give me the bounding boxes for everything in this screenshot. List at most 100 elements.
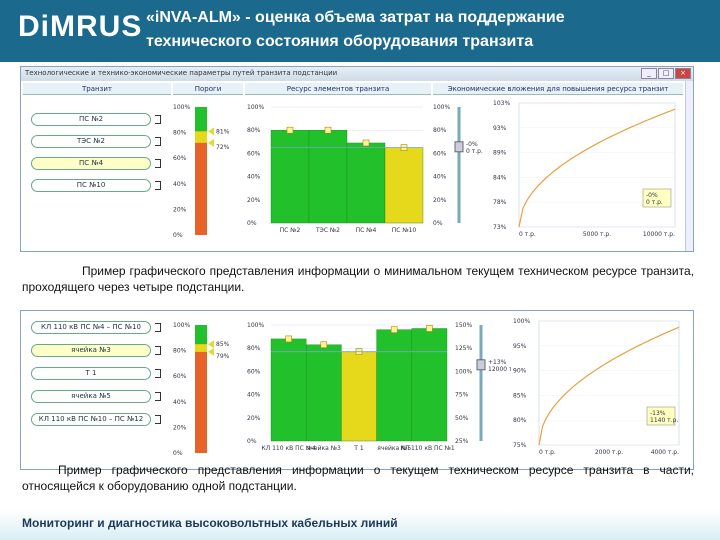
slider-tick-label: 25% — [455, 438, 469, 445]
resource-category-label: ПС №2 — [280, 227, 301, 234]
resource-point — [320, 341, 328, 349]
resource-bar — [306, 344, 342, 442]
threshold-value-label: 79% — [216, 353, 230, 360]
transit-item[interactable]: ПС №4 — [31, 157, 151, 170]
resource-tick-label: 80% — [247, 127, 261, 134]
threshold-yellow-zone — [195, 344, 207, 352]
econ-curve-chart: 100% 95% 90% 85% 80% 75% 0 т.р. 2000 т.р. 4000 т… — [513, 318, 680, 456]
resource-chart: 100%80%60%40%20%0%КЛ 110 кВ ПС №4ячейка … — [247, 322, 455, 452]
resource-bar — [384, 147, 424, 224]
transit-item[interactable]: КЛ 110 кВ ПС №10 – ПС №12 — [31, 413, 151, 426]
resource-tick-label: 60% — [247, 150, 261, 157]
threshold-marker-icon — [208, 127, 214, 136]
connector-icon — [155, 346, 161, 355]
slider-tick-label: 60% — [433, 150, 447, 157]
econ-y-tick-label: 90% — [513, 368, 527, 375]
close-button[interactable]: × — [675, 68, 691, 79]
connector-icon — [155, 159, 161, 168]
slider-cost-label: 0 т.р. — [466, 148, 483, 155]
econ-y-tick-label: 75% — [513, 442, 527, 449]
econ-y-tick-label: 95% — [513, 343, 527, 350]
slider-tick-label: 150% — [455, 322, 472, 329]
resource-tick-label: 0% — [247, 220, 257, 227]
connector-icon — [155, 115, 161, 124]
slider-cost-label: 12000 т.р. — [488, 366, 511, 373]
resource-bar — [270, 130, 310, 224]
econ-plot-area — [538, 320, 680, 446]
slider-tick-label: 100% — [455, 368, 472, 375]
econ-note: -13%1140 т.р. — [646, 406, 678, 426]
connector-icon — [155, 181, 161, 190]
logo: DiMRUS — [18, 10, 143, 43]
threshold-tick-label: 100% — [173, 322, 190, 329]
scrollbar[interactable] — [685, 81, 693, 251]
maximize-button[interactable]: □ — [658, 68, 674, 79]
threshold-tick-label: 80% — [173, 348, 187, 355]
minimize-button[interactable]: _ — [641, 68, 657, 79]
threshold-tick-label: 0% — [173, 450, 183, 457]
resource-category-label: ячейка №5 — [377, 445, 411, 452]
threshold-marker-icon — [208, 347, 214, 356]
econ-x-tick-label: 0 т.р. — [539, 449, 556, 456]
econ-y-tick-label: 100% — [513, 318, 530, 325]
threshold-gauge: 100% 80% 60% 40% 20% 0% 85% 79% — [173, 322, 230, 457]
econ-note-line-2: 0 т.р. — [646, 199, 663, 206]
threshold-green-zone — [195, 107, 207, 132]
transit-item[interactable]: ТЭС №2 — [31, 135, 151, 148]
col-econ-header: Экономические вложения для повышения рес… — [433, 83, 683, 95]
threshold-marker-icon — [208, 138, 214, 147]
econ-y-tick-label: 78% — [493, 199, 507, 206]
resource-category-label: КЛ 110 кВ ПС №10 — [400, 445, 455, 452]
resource-bar — [270, 338, 307, 442]
resource-point — [285, 335, 292, 343]
title-line-2: технического состояния оборудования тран… — [146, 33, 534, 50]
transit-item[interactable]: Т 1 — [31, 367, 151, 380]
econ-x-tick-label: 2000 т.р. — [595, 449, 623, 456]
resource-bar — [346, 142, 386, 224]
slider-value-label: -0% — [466, 141, 478, 148]
transit-item[interactable]: ПС №10 — [31, 179, 151, 192]
col-thresholds-header: Пороги — [173, 83, 243, 95]
resource-bar — [376, 329, 413, 442]
econ-y-tick-label: 80% — [513, 417, 527, 424]
connector-icon — [155, 415, 161, 424]
threshold-value-label: 72% — [216, 144, 230, 151]
threshold-marker-icon — [208, 340, 214, 349]
resource-category-label: ПС №10 — [392, 227, 417, 234]
econ-x-tick-label: 0 т.р. — [519, 231, 536, 238]
econ-note-line-1: -0% — [646, 192, 658, 199]
econ-y-tick-label: 84% — [493, 174, 507, 181]
slider-handle-icon — [476, 359, 486, 371]
econ-curve — [518, 108, 676, 228]
investment-slider[interactable]: 100% 80% 60% 40% 20% 0% -0%0 т.р. — [433, 97, 491, 249]
resource-category-label: ТЭС №2 — [315, 227, 340, 234]
resource-point — [362, 139, 370, 147]
threshold-tick-label: 0% — [173, 232, 183, 239]
footer-bar: Мониторинг и диагностика высоковольтных … — [0, 510, 720, 540]
title-line-1: «iNVA-ALM» - оценка объема затрат на под… — [146, 9, 565, 26]
econ-x-tick-label: 5000 т.р. — [583, 231, 611, 238]
transit-item[interactable]: ячейка №3 — [31, 344, 151, 357]
threshold-value-label: 81% — [216, 128, 230, 135]
threshold-gauge: 100% 80% 60% 40% 20% 0% 81% 72% — [173, 104, 230, 239]
threshold-tick-label: 20% — [173, 206, 187, 213]
transit-item[interactable]: ячейка №5 — [31, 390, 151, 403]
transit-item[interactable]: КЛ 110 кВ ПС №4 – ПС №10 — [31, 321, 151, 334]
econ-note-box — [642, 188, 672, 208]
resource-tick-label: 20% — [247, 415, 261, 422]
investment-slider[interactable]: 150% 125% 100% 75% 50% 25% +13%12000 т.р. — [455, 315, 511, 467]
threshold-yellow-zone — [195, 131, 207, 143]
window-titlebar: Технологические и технико-экономические … — [21, 67, 693, 81]
transit-item[interactable]: ПС №2 — [31, 113, 151, 126]
econ-curve — [538, 326, 680, 446]
resource-bar — [308, 130, 348, 224]
resource-tick-label: 80% — [247, 345, 261, 352]
threshold-value-label: 85% — [216, 341, 230, 348]
resource-point — [286, 126, 294, 134]
threshold-tick-label: 80% — [173, 130, 187, 137]
slider-tick-label: 80% — [433, 127, 447, 134]
econ-curve-chart: 103% 93% 89% 84% 78% 73% 0 т.р. 5000 т.р. 10000 … — [493, 100, 676, 238]
col-resource-header: Ресурс элементов транзита — [245, 83, 431, 95]
resource-category-label: Т 1 — [353, 445, 364, 452]
econ-note-line-1: -13% — [650, 410, 666, 417]
